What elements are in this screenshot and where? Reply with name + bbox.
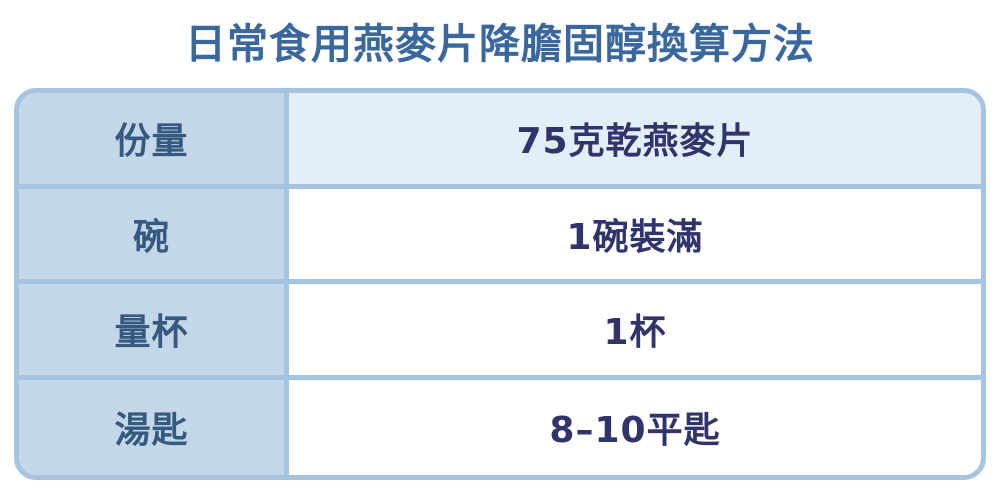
row-value-measuring-cup: 1杯 [289, 284, 981, 380]
row-label-portion: 份量 [19, 93, 289, 189]
conversion-table: 份量 75克乾燕麥片 碗 1碗裝滿 量杯 1杯 湯匙 8–10平匙 [14, 88, 986, 480]
row-value-spoon: 8–10平匙 [289, 379, 981, 475]
page-title: 日常食用燕麥片降膽固醇換算方法 [185, 20, 815, 68]
row-label-measuring-cup: 量杯 [19, 284, 289, 380]
row-value-portion: 75克乾燕麥片 [289, 93, 981, 189]
row-label-bowl: 碗 [19, 188, 289, 284]
row-value-bowl: 1碗裝滿 [289, 188, 981, 284]
row-label-spoon: 湯匙 [19, 379, 289, 475]
